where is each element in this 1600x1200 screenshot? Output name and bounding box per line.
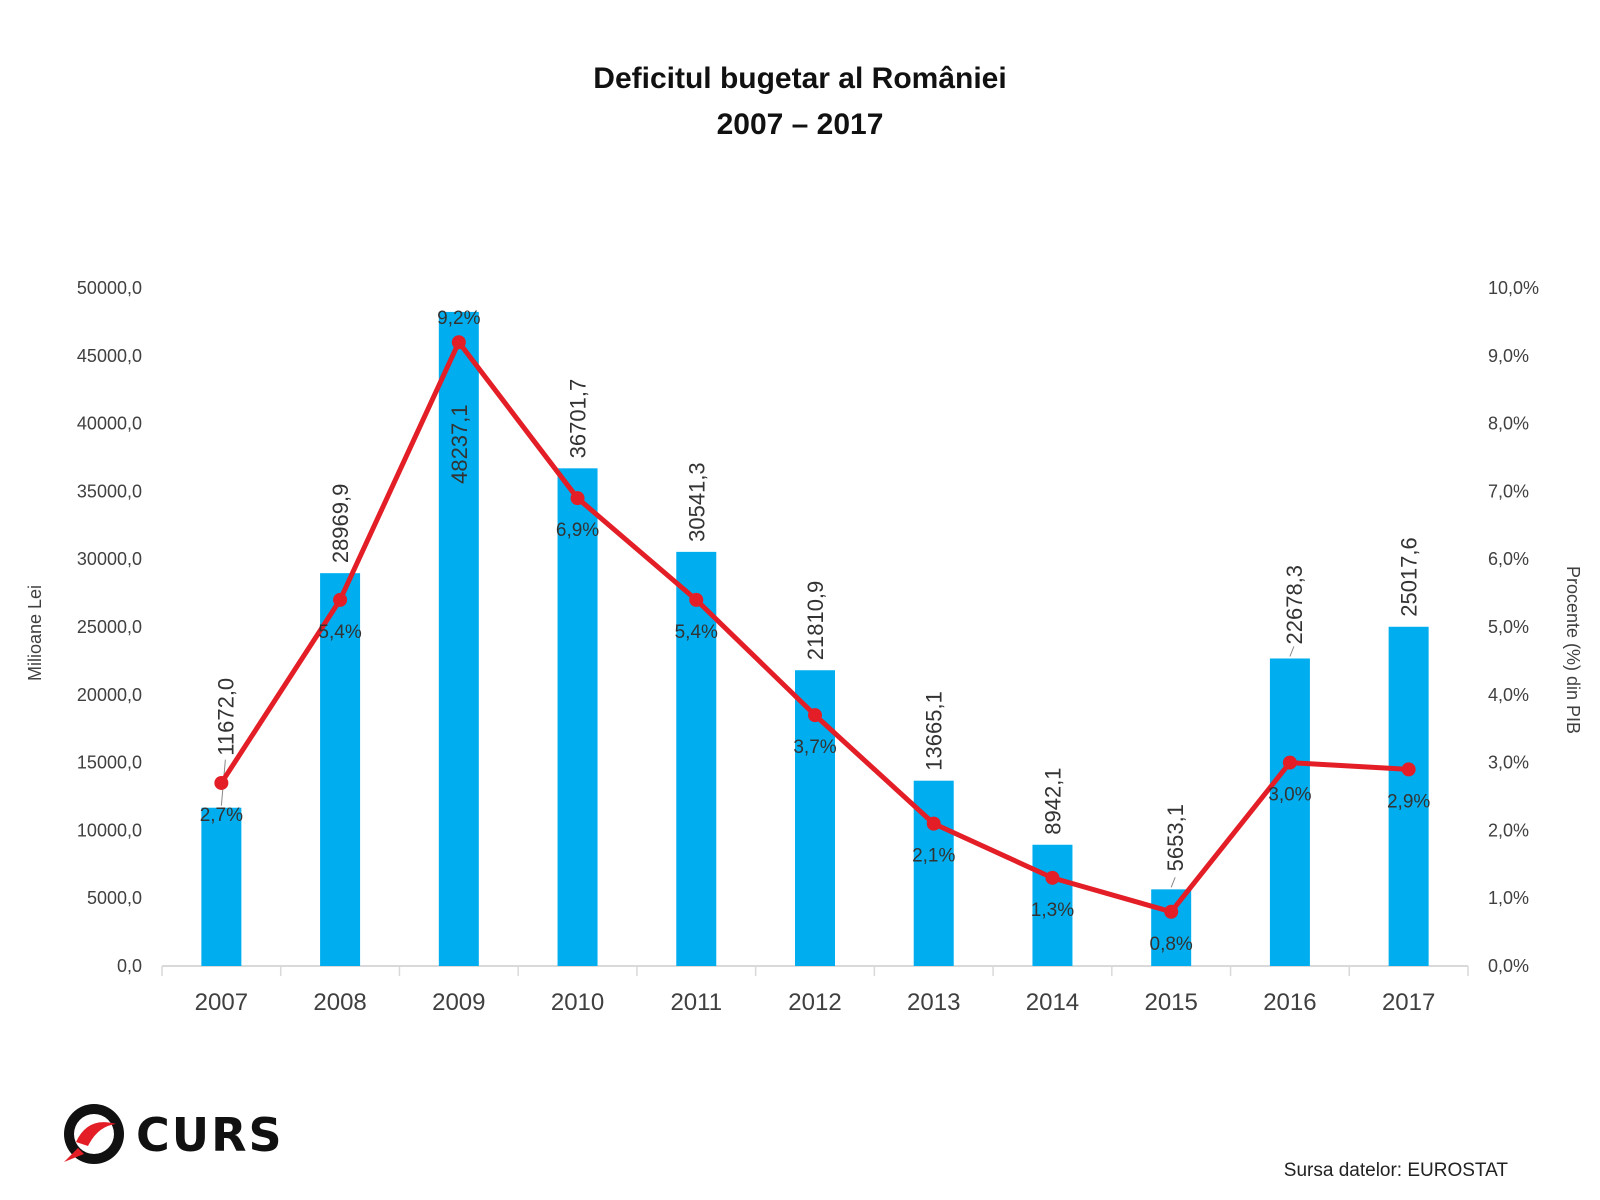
y-left-tick-label: 35000,0 (77, 481, 142, 501)
line-value-label: 0,8% (1150, 934, 1193, 955)
y-right-tick-label: 0,0% (1488, 956, 1529, 976)
bar (676, 551, 717, 966)
bar (201, 807, 242, 966)
bar (438, 311, 479, 967)
x-tick-label: 2009 (432, 989, 485, 1016)
y-right-tick-label: 1,0% (1488, 888, 1529, 908)
line-point (333, 592, 348, 607)
y-left-tick-label: 0,0 (117, 956, 142, 976)
y-right-tick-label: 7,0% (1488, 481, 1529, 501)
line-value-label: 5,4% (318, 622, 361, 643)
bar-value-label: 13665,1 (922, 691, 947, 771)
y-right-axis-title: Procente (%) din PIB (1563, 566, 1583, 734)
bar (1269, 658, 1310, 966)
curs-logo-icon (64, 1104, 124, 1164)
line-value-label: 9,2% (437, 308, 480, 329)
line-value-label: 2,9% (1387, 791, 1430, 812)
line-value-label: 1,3% (1031, 900, 1074, 921)
bar-value-label: 25017,6 (1397, 537, 1422, 617)
curs-logo-text: CURS (136, 1108, 284, 1162)
line-value-label: 3,7% (793, 737, 836, 758)
x-tick-label: 2013 (907, 989, 960, 1016)
x-tick-label: 2014 (1026, 989, 1079, 1016)
line-value-label: 6,9% (556, 520, 599, 541)
bar (1151, 889, 1192, 966)
line-value-label: 2,7% (200, 805, 243, 826)
bar (1032, 844, 1073, 966)
y-left-tick-label: 25000,0 (77, 617, 142, 637)
x-tick-label: 2011 (670, 989, 722, 1016)
y-left-tick-label: 45000,0 (77, 346, 142, 366)
y-left-tick-label: 5000,0 (87, 888, 142, 908)
line-point (1401, 762, 1416, 777)
y-left-tick-label: 30000,0 (77, 549, 142, 569)
line-point (1164, 904, 1179, 919)
bar-value-label: 48237,1 (447, 404, 472, 484)
bar-value-label: 28969,9 (328, 484, 353, 564)
chart-title-line2: 2007 – 2017 (716, 108, 884, 141)
y-left-tick-label: 40000,0 (77, 414, 142, 434)
y-right-tick-label: 2,0% (1488, 820, 1529, 840)
x-tick-label: 2015 (1144, 989, 1197, 1016)
data-source: Sursa datelor: EUROSTAT (1283, 1160, 1508, 1181)
line-point (926, 816, 941, 831)
y-right-tick-label: 10,0% (1488, 278, 1539, 298)
bar-value-label: 21810,9 (803, 581, 828, 661)
bar (1388, 626, 1429, 966)
x-tick-label: 2012 (788, 989, 841, 1016)
bar (557, 468, 598, 966)
bar-value-label: 5653,1 (1163, 804, 1188, 871)
x-tick-label: 2010 (551, 989, 604, 1016)
curs-logo: CURS (58, 1098, 282, 1178)
line-point (214, 775, 229, 790)
y-right-tick-label: 9,0% (1488, 346, 1529, 366)
y-right-tick-label: 4,0% (1488, 685, 1529, 705)
chart-title: Deficitul bugetar al României 2007 – 201… (0, 56, 1600, 148)
line-point (1045, 870, 1060, 885)
bar-value-label: 36701,7 (566, 379, 591, 459)
y-left-tick-label: 15000,0 (77, 753, 142, 773)
line-point (570, 491, 585, 506)
y-right-tick-label: 8,0% (1488, 414, 1529, 434)
y-right-tick-label: 3,0% (1488, 753, 1529, 773)
bar-value-label: 8942,1 (1040, 767, 1065, 834)
line-value-label: 2,1% (912, 846, 955, 867)
line-point (689, 592, 704, 607)
bar-value-label: 11672,0 (213, 678, 238, 756)
x-tick-label: 2016 (1263, 989, 1316, 1016)
label-leader-line (1170, 877, 1176, 888)
line-point (808, 708, 822, 723)
x-tick-label: 2008 (313, 989, 366, 1016)
bar (320, 573, 361, 966)
y-left-axis-title: Milioane Lei (25, 585, 45, 681)
bar-value-label: 22678,3 (1282, 565, 1307, 645)
line-point (451, 335, 466, 350)
y-left-tick-label: 10000,0 (77, 820, 142, 840)
y-right-tick-label: 6,0% (1488, 549, 1529, 569)
label-leader-line (1289, 646, 1295, 657)
y-left-tick-label: 20000,0 (77, 685, 142, 705)
y-left-tick-label: 50000,0 (77, 278, 142, 298)
x-tick-label: 2017 (1382, 989, 1435, 1016)
bar-value-label: 30541,3 (684, 462, 709, 542)
line-value-label: 5,4% (675, 622, 718, 643)
line-point (1282, 755, 1297, 770)
line-value-label: 3,0% (1268, 785, 1311, 806)
chart-title-line1: Deficitul bugetar al României (593, 62, 1007, 95)
x-tick-label: 2007 (195, 989, 248, 1016)
y-right-tick-label: 5,0% (1488, 617, 1529, 637)
